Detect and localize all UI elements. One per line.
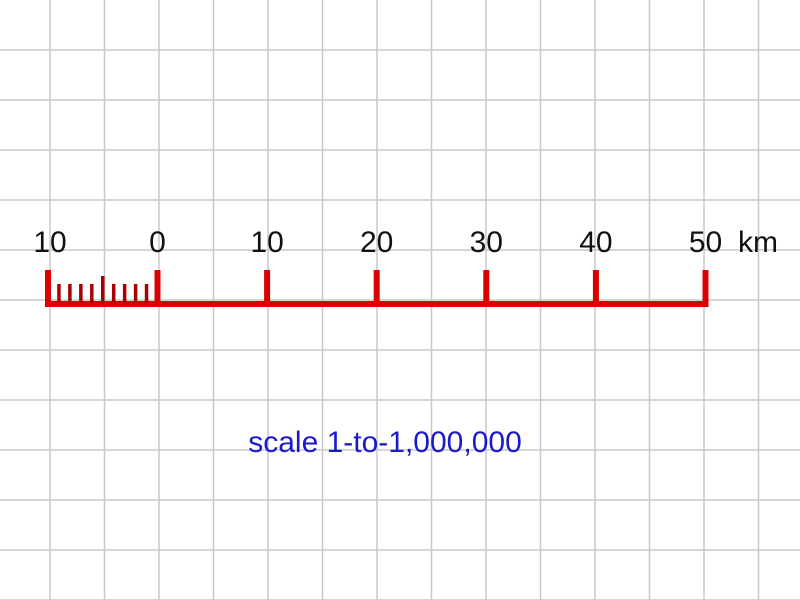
scale-bar-tick-label: 40 <box>579 226 612 259</box>
scale-bar-major-ticks <box>154 270 709 307</box>
scale-bar-tick-label: 10 <box>250 226 283 259</box>
scale-bar-subdivision-ticks <box>57 276 149 303</box>
scale-bar-tick-label: 0 <box>149 226 166 259</box>
scale-caption: scale 1-to-1,000,000 <box>248 426 522 459</box>
scale-bar-labels: 10 0 10 20 30 40 50 km <box>33 226 778 259</box>
scale-bar-tick-label: 20 <box>360 226 393 259</box>
scale-bar-unit-label: km <box>738 226 778 259</box>
scale-bar-tick-label: 50 <box>689 226 722 259</box>
scale-bar-left-label: 10 <box>33 226 66 259</box>
scale-bar-tick-label: 30 <box>470 226 503 259</box>
scale-bar <box>45 270 709 307</box>
